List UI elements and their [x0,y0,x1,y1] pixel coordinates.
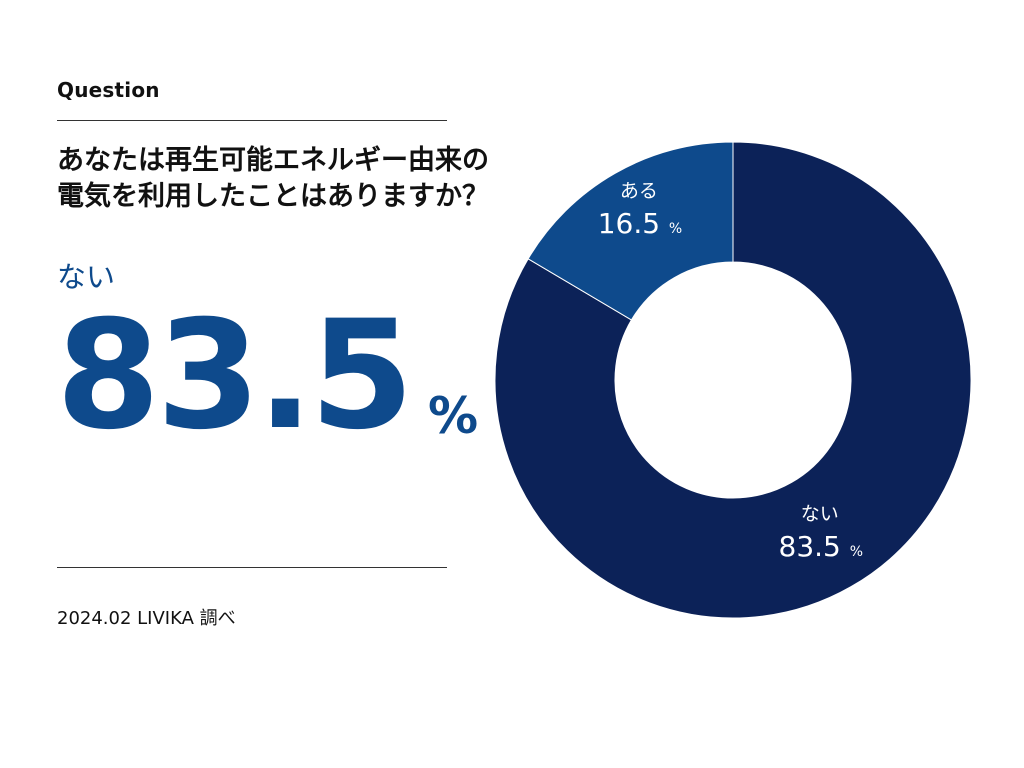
slice-unit-nai: % [850,544,863,560]
slice-value-nai: 83.5 [779,530,841,563]
highlight-answer-label: ない [57,260,116,294]
top-divider [57,120,447,121]
question-label: Question [57,78,160,102]
highlight-percent-sign: % [428,387,479,445]
slice-value-aru: 16.5 [598,207,660,240]
slice-unit-aru: % [669,221,682,237]
donut-slice-aru [527,141,734,321]
question-line-1: あなたは再生可能エネルギー由来の [57,145,489,176]
highlight-percentage: 83.5 [56,289,414,463]
question-line-2: 電気を利用したことはありますか？ [57,181,489,212]
question-text: あなたは再生可能エネルギー由来の 電気を利用したことはありますか？ [57,143,557,215]
bottom-divider [57,567,447,568]
slice-label-aru: ある [620,180,658,202]
source-note: 2024.02 LIVIKA 調べ [57,608,236,629]
slice-label-nai: ない [801,503,839,525]
donut-slice-nai [494,141,972,619]
